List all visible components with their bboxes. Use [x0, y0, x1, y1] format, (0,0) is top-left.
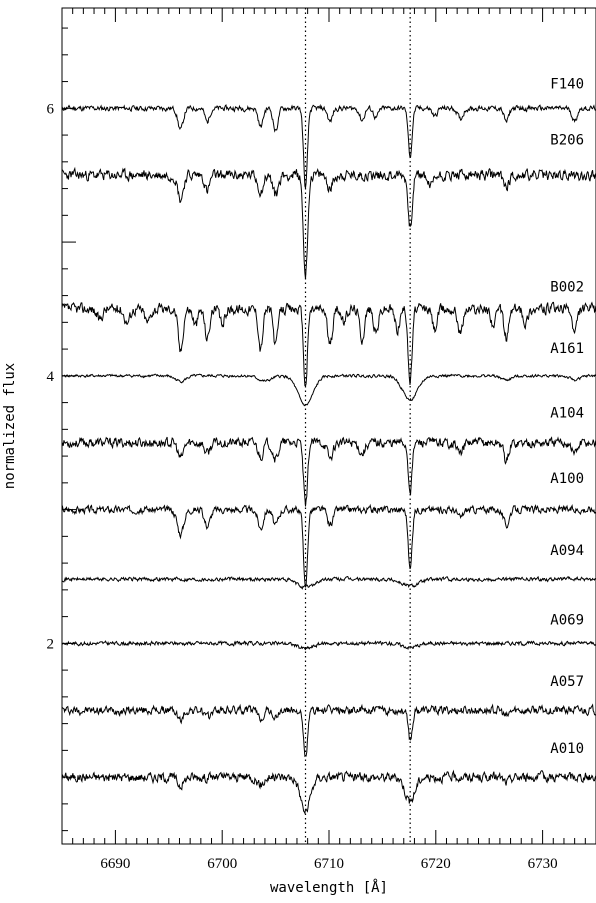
series-label-a100: A100 — [550, 471, 584, 487]
spectrum-a057 — [61, 703, 596, 758]
series-label-a069: A069 — [550, 613, 584, 629]
series-label-a161: A161 — [550, 341, 584, 357]
x-tick-label: 6730 — [528, 856, 558, 872]
x-tick-label: 6690 — [100, 856, 130, 872]
spectrum-f140 — [61, 103, 596, 189]
spectrum-a094 — [61, 575, 596, 590]
spectrum-b002 — [61, 301, 596, 387]
spectrum-a010 — [61, 769, 596, 815]
x-tick-label: 6710 — [314, 856, 344, 872]
x-axis-label: wavelength [Å] — [270, 879, 388, 896]
plot-frame — [61, 7, 596, 845]
series-label-f140: F140 — [550, 76, 584, 92]
spectrum-b206 — [61, 166, 596, 280]
spectrum-a069 — [61, 640, 596, 651]
spectrum-a100 — [61, 503, 596, 588]
y-tick-label: 2 — [47, 636, 55, 652]
y-axis-label: normalized flux — [2, 363, 18, 489]
spectrum-a104 — [61, 436, 596, 507]
x-tick-label: 6720 — [421, 856, 451, 872]
series-labels: F140 B206 B002 A161 A104 A100 A094 A069 A057 A010 — [550, 76, 584, 757]
x-tick-label: 6700 — [207, 856, 237, 872]
spectrum-a161 — [61, 373, 596, 407]
reference-lines — [304, 8, 411, 844]
series-label-b002: B002 — [550, 280, 584, 296]
x-axis-ticks: 6690 6700 6710 6720 6730 — [61, 8, 596, 872]
series-label-a094: A094 — [550, 543, 584, 559]
y-tick-label: 6 — [47, 101, 55, 117]
series-label-a104: A104 — [550, 405, 584, 421]
spectra-series — [61, 103, 596, 815]
series-label-b206: B206 — [550, 132, 584, 148]
y-axis-ticks: 2 4 6 — [47, 27, 76, 832]
series-label-a010: A010 — [550, 741, 584, 757]
series-label-a057: A057 — [550, 674, 584, 690]
y-tick-label: 4 — [47, 369, 55, 385]
